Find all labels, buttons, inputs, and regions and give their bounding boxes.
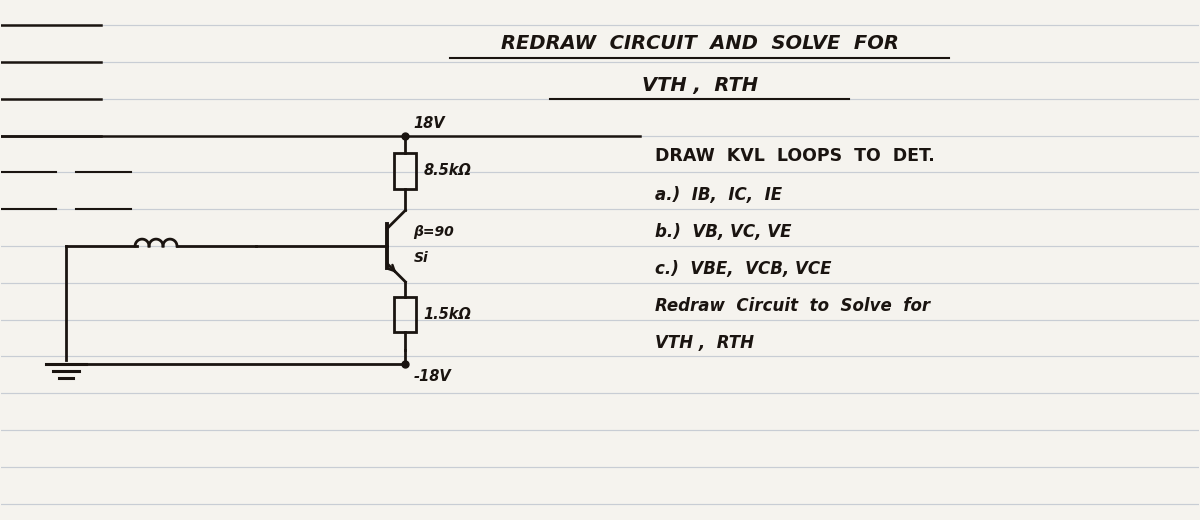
Text: 1.5kΩ: 1.5kΩ	[424, 307, 472, 322]
Text: VTH ,  RTH: VTH , RTH	[655, 333, 754, 352]
Text: REDRAW  CIRCUIT  AND  SOLVE  FOR: REDRAW CIRCUIT AND SOLVE FOR	[500, 34, 899, 53]
Text: b.)  VB, VC, VE: b.) VB, VC, VE	[655, 223, 791, 241]
Text: Redraw  Circuit  to  Solve  for: Redraw Circuit to Solve for	[655, 297, 930, 315]
Text: c.)  VBE,  VCB, VCE: c.) VBE, VCB, VCE	[655, 260, 832, 278]
Bar	[395, 297, 416, 332]
Text: a.)  IB,  IC,  IE: a.) IB, IC, IE	[655, 186, 782, 204]
Text: VTH ,  RTH: VTH , RTH	[642, 76, 758, 96]
Text: 8.5kΩ: 8.5kΩ	[424, 163, 472, 178]
Bar	[395, 153, 416, 189]
Text: β=90: β=90	[414, 225, 454, 239]
Text: DRAW  KVL  LOOPS  TO  DET.: DRAW KVL LOOPS TO DET.	[655, 147, 935, 164]
Text: Si: Si	[414, 251, 428, 265]
Text: 18V: 18V	[414, 116, 445, 131]
Text: -18V: -18V	[414, 369, 451, 384]
